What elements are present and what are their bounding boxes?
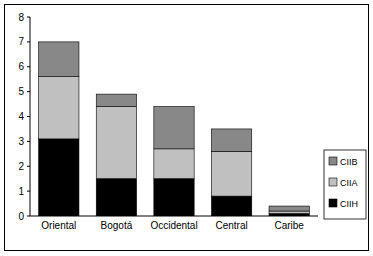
y-tick-label: 4 <box>18 111 24 122</box>
chart: 0 1 2 3 4 5 6 7 8 Oriental Bogotá Occidental Central… <box>0 0 373 256</box>
x-tick-label: Oriental <box>41 220 76 231</box>
y-axis <box>30 17 31 216</box>
bar-segment <box>39 42 79 77</box>
bar-segment <box>154 149 194 179</box>
bar-segment <box>39 77 79 139</box>
bar-segment <box>211 151 251 196</box>
legend-swatch <box>329 178 337 186</box>
bar-segment <box>96 179 136 216</box>
chart-container: 0 1 2 3 4 5 6 7 8 Oriental Bogotá Occidental Central… <box>0 0 373 256</box>
bar-segment <box>154 107 194 149</box>
x-axis <box>30 216 318 217</box>
legend-swatch <box>329 199 337 207</box>
x-tick-label: Caribe <box>274 220 304 231</box>
x-tick-label: Central <box>215 220 247 231</box>
bar-segment <box>154 179 194 216</box>
bar-segment <box>269 206 309 211</box>
bar-segment <box>269 211 309 213</box>
y-tick-label: 8 <box>18 12 24 23</box>
legend <box>324 150 366 219</box>
legend-label: CIIH <box>340 199 358 209</box>
y-tick-label: 3 <box>18 136 24 147</box>
legend-label: CIIB <box>340 157 358 167</box>
y-tick-label: 0 <box>18 211 24 222</box>
bar-segment <box>96 107 136 179</box>
frame <box>5 5 369 251</box>
bar-segment <box>96 94 136 106</box>
bar-segment <box>39 139 79 216</box>
legend-label: CIIA <box>340 178 358 188</box>
bars <box>39 42 310 216</box>
y-tick-label: 1 <box>18 186 24 197</box>
x-tick-label: Bogotá <box>101 220 133 231</box>
y-tick-label: 5 <box>18 86 24 97</box>
bar-segment <box>211 196 251 216</box>
x-tick-label: Occidental <box>150 220 197 231</box>
y-tick-label: 7 <box>18 36 24 47</box>
y-tick-label: 2 <box>18 161 24 172</box>
bar-segment <box>211 129 251 151</box>
legend-swatch <box>329 157 337 165</box>
y-tick-label: 6 <box>18 61 24 72</box>
